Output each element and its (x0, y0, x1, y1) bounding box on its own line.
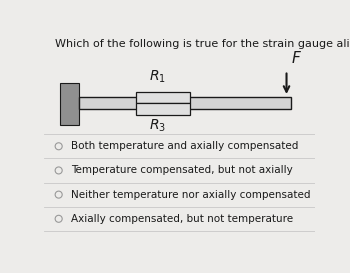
Text: R$_1$: R$_1$ (149, 69, 166, 85)
Text: Temperature compensated, but not axially: Temperature compensated, but not axially (71, 165, 293, 176)
Text: F: F (292, 51, 301, 66)
Bar (136, 103, 190, 115)
Bar (60, 83, 79, 125)
Text: Which of the following is true for the strain gauge alignment shown?: Which of the following is true for the s… (55, 39, 350, 49)
Text: Neither temperature nor axially compensated: Neither temperature nor axially compensa… (71, 190, 310, 200)
Text: R$_3$: R$_3$ (149, 118, 166, 134)
Bar (136, 92, 190, 103)
Bar (79, 97, 290, 109)
Text: Axially compensated, but not temperature: Axially compensated, but not temperature (71, 214, 293, 224)
Text: Both temperature and axially compensated: Both temperature and axially compensated (71, 141, 298, 151)
